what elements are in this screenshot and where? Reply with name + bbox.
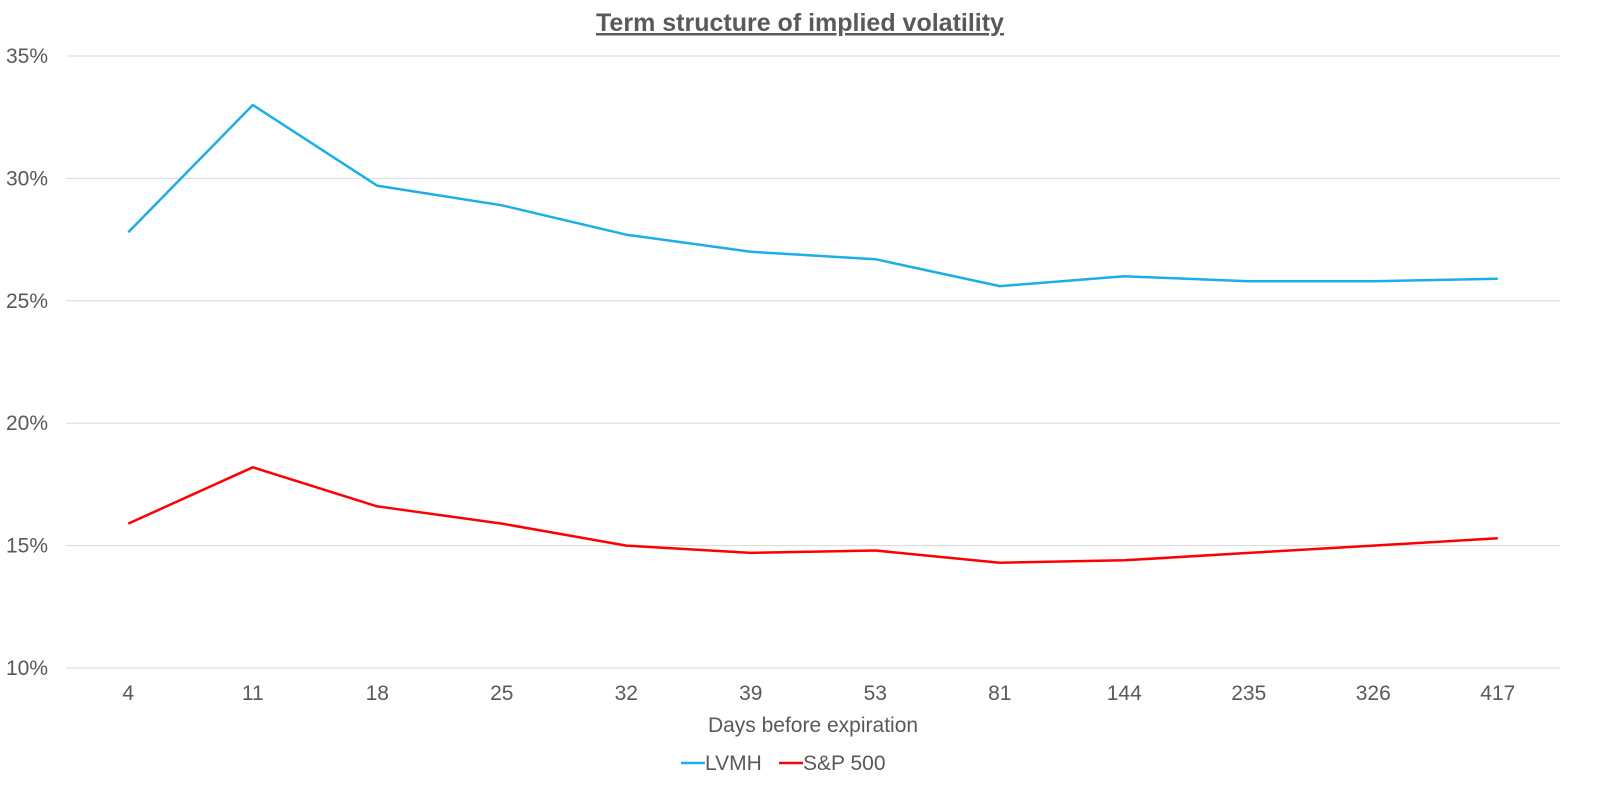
legend: LVMH S&P 500	[681, 752, 886, 775]
y-axis-ticks: 10% 15% 20% 25% 30% 35%	[6, 45, 48, 680]
x-tick-label: 18	[366, 682, 389, 705]
y-tick-label: 35%	[6, 45, 48, 68]
x-tick-label: 4	[122, 682, 134, 705]
series-line-s-p-500	[127, 466, 1498, 564]
x-tick-label: 235	[1231, 682, 1266, 705]
y-tick-label: 25%	[6, 290, 48, 313]
x-tick-label: 81	[988, 682, 1011, 705]
x-tick-label: 53	[864, 682, 887, 705]
x-tick-label: 32	[615, 682, 638, 705]
legend-label-lvmh: LVMH	[705, 752, 762, 775]
x-tick-label: 39	[739, 682, 762, 705]
x-axis-label: Days before expiration	[708, 714, 918, 737]
x-axis-ticks: 4 11 18 25 32 39 53 81 144 235 326 417	[122, 682, 1515, 705]
x-tick-label: 11	[242, 682, 264, 705]
gridlines	[66, 55, 1560, 669]
x-tick-label: 417	[1480, 682, 1515, 705]
y-tick-label: 15%	[6, 535, 48, 558]
series-lines	[127, 103, 1498, 564]
x-tick-label: 144	[1107, 682, 1142, 705]
y-tick-label: 30%	[6, 167, 48, 190]
x-tick-label: 25	[490, 682, 513, 705]
series-line-lvmh	[127, 103, 1498, 288]
x-tick-label: 326	[1356, 682, 1391, 705]
legend-label-s-p-500: S&P 500	[803, 752, 886, 775]
y-tick-label: 10%	[6, 657, 48, 680]
chart-title: Term structure of implied volatility	[596, 9, 1004, 37]
y-tick-label: 20%	[6, 412, 48, 435]
